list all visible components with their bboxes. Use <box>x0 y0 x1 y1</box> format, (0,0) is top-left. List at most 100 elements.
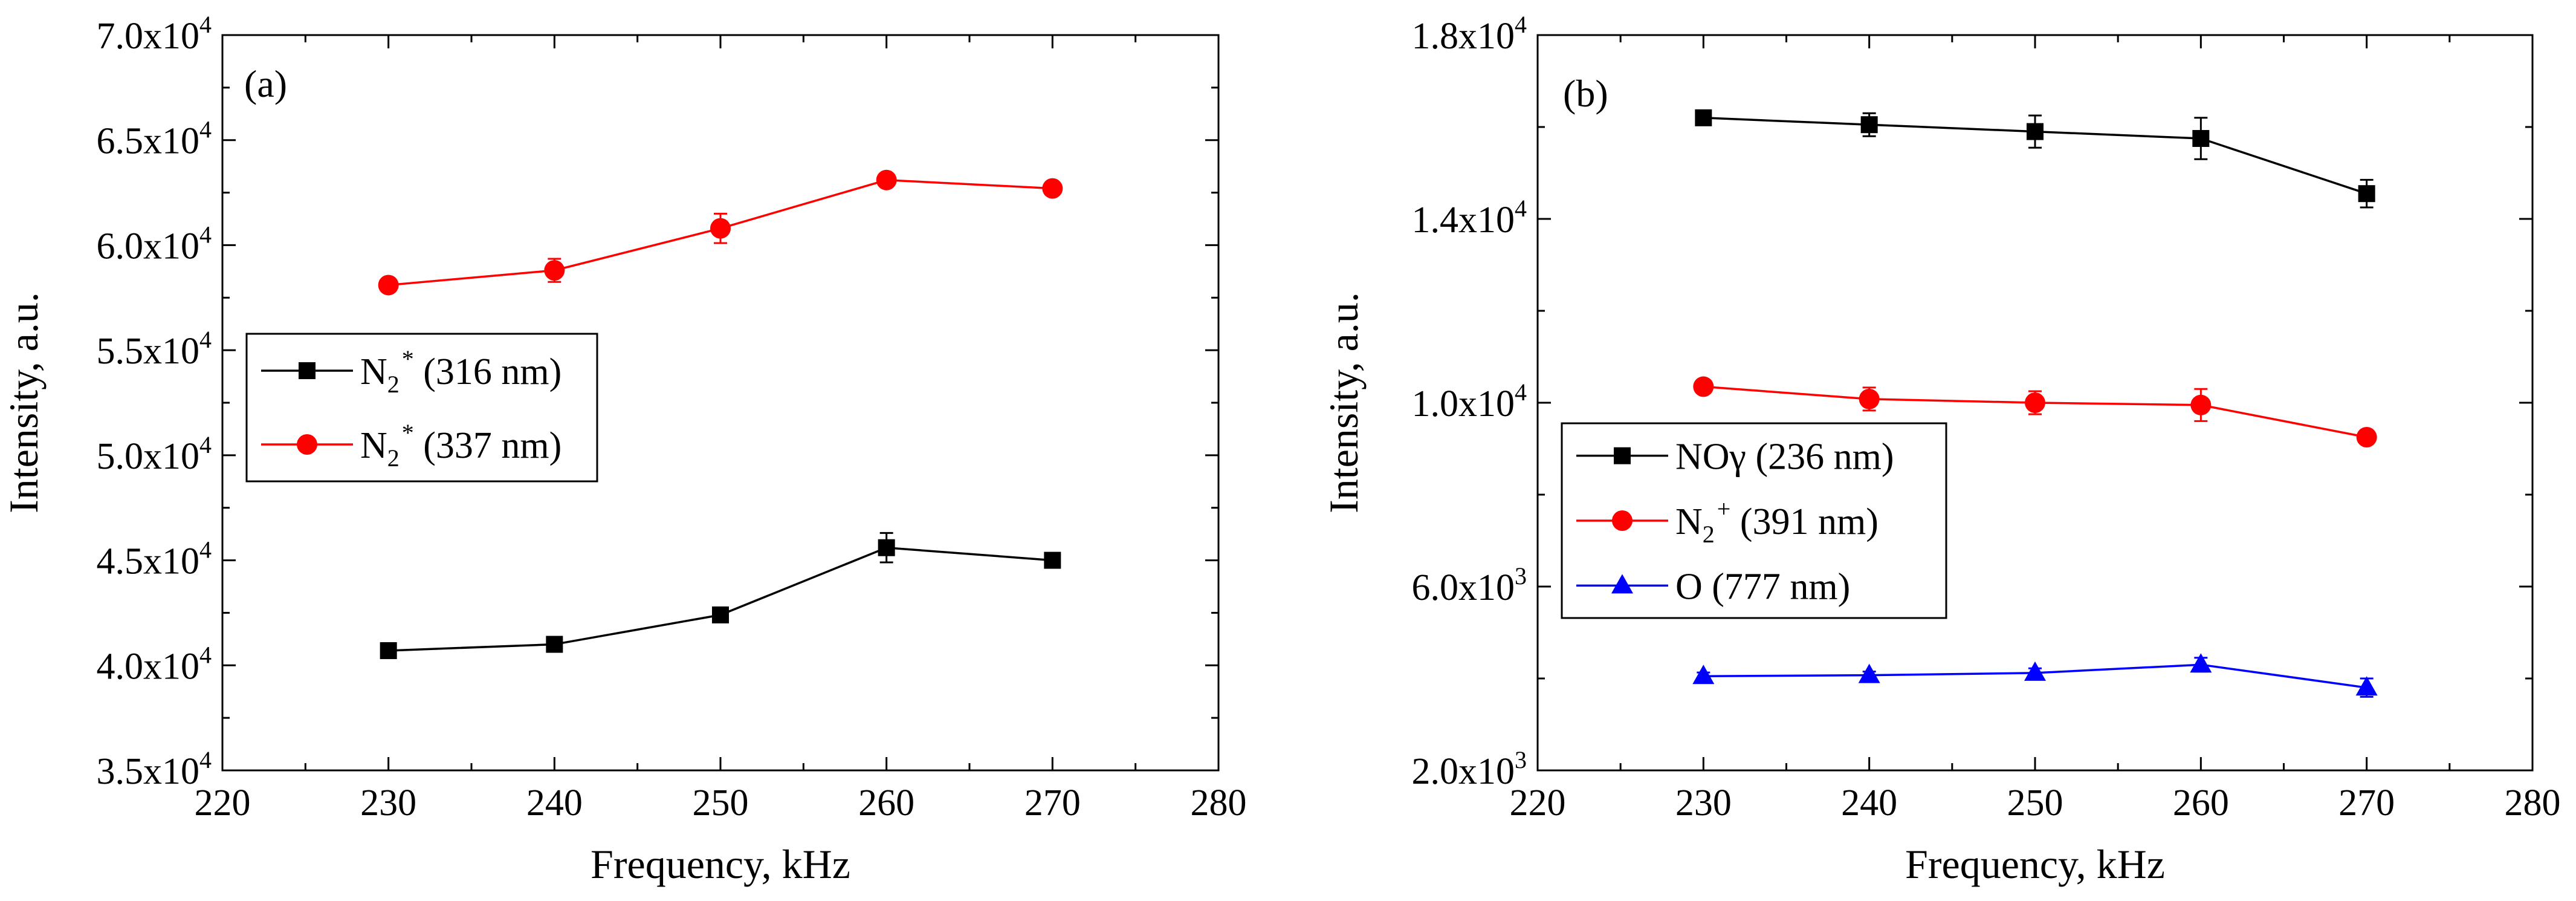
x-tick-label: 240 <box>526 782 583 824</box>
x-tick-label: 270 <box>1024 782 1081 824</box>
legend-entry: O (777 nm) <box>1576 566 1850 607</box>
legend-base: NOγ <box>1675 437 1746 478</box>
legend-base: N <box>360 425 387 466</box>
y-tick-mantissa: 3.5x10 <box>97 751 200 792</box>
legend-rest: (337 nm) <box>414 425 562 466</box>
y-tick-exponent: 3 <box>1515 746 1527 773</box>
y-tick-exponent: 4 <box>199 641 212 668</box>
y-tick-label: 1.4x104 <box>1412 195 1527 241</box>
series-0 <box>380 532 1061 659</box>
data-point <box>1859 388 1880 409</box>
legend-marker <box>299 362 316 379</box>
legend-sub: 2 <box>1703 521 1715 548</box>
legend-sub: 2 <box>387 371 400 398</box>
x-tick-label: 280 <box>1191 782 1247 824</box>
y-tick-mantissa: 4.0x10 <box>97 646 200 687</box>
legend-label: N2* (316 nm) <box>360 345 561 398</box>
y-axis-title: Intensity, a.u. <box>1321 292 1367 513</box>
legend: N2* (316 nm)N2* (337 nm) <box>245 333 598 483</box>
y-tick-exponent: 4 <box>199 536 212 564</box>
legend-label: N2+ (391 nm) <box>1675 495 1879 548</box>
series-line <box>388 546 1053 652</box>
y-tick-label: 1.8x104 <box>1412 11 1527 57</box>
x-axis-title: Frequency, kHz <box>1905 841 2165 887</box>
legend-base: N <box>360 351 387 392</box>
y-tick-label: 3.5x104 <box>97 746 212 792</box>
y-tick-exponent: 4 <box>199 326 212 353</box>
y-tick-mantissa: 6.0x10 <box>97 226 200 267</box>
x-tick-label: 240 <box>1841 782 1897 824</box>
y-tick-mantissa: 7.0x10 <box>97 16 200 57</box>
legend-rest: (316 nm) <box>414 351 562 392</box>
x-tick-label: 220 <box>1510 782 1566 824</box>
y-tick-mantissa: 1.0x10 <box>1412 383 1515 424</box>
x-tick-label: 250 <box>2007 782 2063 824</box>
legend-base: O <box>1675 566 1703 607</box>
x-tick-label: 230 <box>1675 782 1732 824</box>
legend-marker <box>1614 447 1631 464</box>
data-point <box>2025 392 2045 413</box>
y-tick-label: 1.0x104 <box>1412 379 1527 424</box>
x-tick-label: 260 <box>2173 782 2229 824</box>
panel-label: (a) <box>244 62 287 105</box>
data-point <box>1695 109 1712 126</box>
legend-rest: (391 nm) <box>1730 501 1879 542</box>
data-point <box>2355 676 2378 696</box>
legend-entry: NOγ (236 nm) <box>1576 437 1894 478</box>
y-tick-mantissa: 2.0x10 <box>1412 751 1515 792</box>
data-point <box>1860 116 1878 134</box>
legend-label: O (777 nm) <box>1675 566 1850 607</box>
legend-marker <box>1612 510 1633 531</box>
y-tick-label: 5.5x104 <box>97 326 212 372</box>
legend-entry: N2+ (391 nm) <box>1576 495 1879 548</box>
data-point <box>378 275 399 296</box>
x-tick-label: 250 <box>693 782 749 824</box>
y-tick-label: 6.5x104 <box>97 116 212 162</box>
legend-box <box>245 333 598 483</box>
series-1 <box>1693 376 2377 447</box>
y-tick-mantissa: 6.0x10 <box>1412 567 1515 608</box>
y-tick-exponent: 4 <box>1515 379 1527 406</box>
legend-sup: * <box>402 419 414 446</box>
y-tick-mantissa: 1.4x10 <box>1412 200 1515 241</box>
legend-sub: 2 <box>387 444 400 472</box>
x-tick-label: 280 <box>2505 782 2561 824</box>
y-tick-exponent: 4 <box>1515 11 1527 38</box>
legend-base: N <box>1675 501 1703 542</box>
panel-label: (b) <box>1563 72 1608 115</box>
x-tick-label: 230 <box>360 782 416 824</box>
y-tick-mantissa: 5.0x10 <box>97 436 200 477</box>
x-tick-label: 220 <box>195 782 251 824</box>
data-point <box>546 636 563 653</box>
data-point <box>2356 427 2377 447</box>
y-tick-mantissa: 4.5x10 <box>97 541 200 582</box>
data-point <box>1692 665 1715 685</box>
data-point <box>712 606 729 623</box>
legend-sup: * <box>402 345 414 372</box>
y-tick-label: 6.0x104 <box>97 221 212 267</box>
data-point <box>2024 661 2046 681</box>
y-axis-title: Intensity, a.u. <box>1 292 47 513</box>
data-point <box>2190 653 2212 673</box>
data-point <box>380 642 397 659</box>
y-tick-mantissa: 5.5x10 <box>97 331 200 372</box>
data-point <box>2192 130 2210 147</box>
y-tick-exponent: 4 <box>199 431 212 458</box>
data-point <box>1858 663 1880 683</box>
data-point <box>878 539 895 556</box>
y-tick-label: 6.0x103 <box>1412 562 1527 608</box>
data-point <box>2190 394 2212 415</box>
x-tick-label: 270 <box>2338 782 2395 824</box>
legend-entry: N2* (337 nm) <box>261 419 561 472</box>
series-2 <box>1692 653 2378 698</box>
y-tick-mantissa: 6.5x10 <box>97 121 200 162</box>
y-tick-exponent: 4 <box>199 746 212 773</box>
y-tick-exponent: 4 <box>199 221 212 248</box>
x-tick-label: 260 <box>858 782 914 824</box>
x-axis-title: Frequency, kHz <box>591 841 850 887</box>
data-point <box>1042 178 1063 199</box>
data-point <box>876 169 897 190</box>
y-tick-exponent: 4 <box>199 116 212 143</box>
y-tick-mantissa: 1.8x10 <box>1412 16 1515 57</box>
